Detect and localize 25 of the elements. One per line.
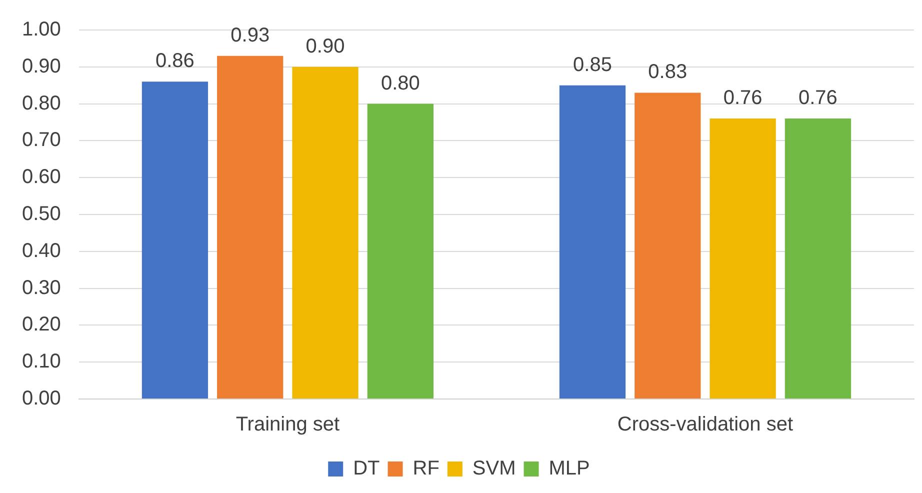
data-label: 0.80	[380, 72, 420, 94]
legend-label: SVM	[472, 458, 516, 480]
y-tick-label: 0.70	[22, 129, 61, 152]
y-tick-label: 0.30	[22, 276, 61, 299]
data-label: 0.83	[648, 61, 688, 84]
data-label: 0.93	[230, 24, 270, 46]
legend-label: DT	[353, 458, 380, 480]
data-label: 0.85	[573, 54, 612, 76]
y-tick-label: 0.60	[22, 166, 61, 188]
data-label: 0.76	[798, 87, 838, 110]
data-label: 0.76	[723, 87, 762, 110]
y-tick-label: 0.90	[22, 55, 61, 78]
y-tick-label: 0.50	[22, 203, 61, 226]
y-tick-label: 0.00	[22, 388, 61, 410]
y-tick-label: 0.10	[22, 350, 61, 373]
y-tick-label: 0.40	[22, 240, 61, 262]
y-tick-label: 1.00	[22, 18, 61, 41]
data-label: 0.90	[306, 35, 345, 58]
y-tick-label: 0.20	[22, 314, 61, 336]
x-tick-label: Cross-validation set	[617, 414, 794, 436]
x-tick-label: Training set	[236, 414, 340, 436]
y-tick-label: 0.80	[22, 92, 61, 114]
legend-label: RF	[412, 458, 440, 480]
legend-label: MLP	[548, 458, 590, 480]
data-label: 0.86	[155, 50, 194, 72]
